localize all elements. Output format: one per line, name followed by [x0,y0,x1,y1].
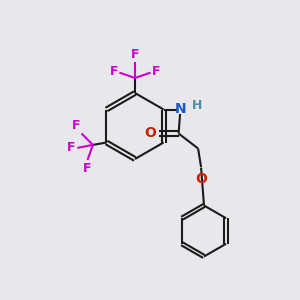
Text: O: O [195,172,207,186]
Text: F: F [67,141,76,154]
Text: F: F [72,119,80,132]
Text: O: O [144,126,156,140]
Text: F: F [83,162,92,175]
Text: F: F [110,65,118,78]
Text: F: F [152,65,160,78]
Text: H: H [191,99,202,112]
Text: F: F [131,48,139,61]
Text: N: N [174,102,186,116]
